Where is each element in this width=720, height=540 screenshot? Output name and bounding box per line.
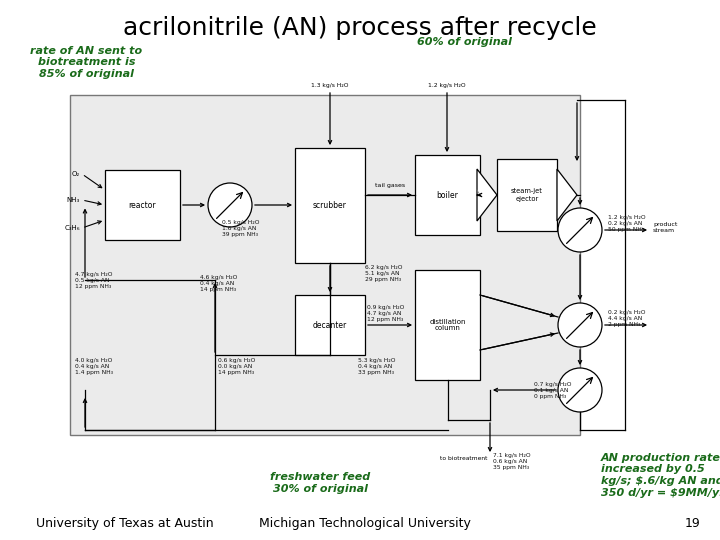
Text: 4.7 kg/s H₂O
0.5 kg/s AN
12 ppm NH₃: 4.7 kg/s H₂O 0.5 kg/s AN 12 ppm NH₃ (75, 272, 112, 289)
Text: 0.2 kg/s H₂O
4.4 kg/s AN
2 ppm NH₃: 0.2 kg/s H₂O 4.4 kg/s AN 2 ppm NH₃ (608, 310, 646, 327)
Text: product
stream: product stream (653, 222, 678, 233)
Text: 4.0 kg/s H₂O
0.4 kg/s AN
1.4 ppm NH₃: 4.0 kg/s H₂O 0.4 kg/s AN 1.4 ppm NH₃ (75, 358, 113, 375)
Text: 6.2 kg/s H₂O
5.1 kg/s AN
29 ppm NH₃: 6.2 kg/s H₂O 5.1 kg/s AN 29 ppm NH₃ (365, 265, 402, 282)
Polygon shape (477, 169, 497, 221)
Text: 0.7 kg/s H₂O
0.1 kg/s AN
0 ppm NH₃: 0.7 kg/s H₂O 0.1 kg/s AN 0 ppm NH₃ (534, 382, 572, 400)
Text: 1.2 kg/s H₂O: 1.2 kg/s H₂O (428, 83, 466, 88)
Text: decanter: decanter (313, 321, 347, 329)
Text: 1.3 kg/s H₂O: 1.3 kg/s H₂O (311, 83, 348, 88)
Circle shape (558, 303, 602, 347)
Text: 0.6 kg/s H₂O
0.0 kg/s AN
14 ppm NH₃: 0.6 kg/s H₂O 0.0 kg/s AN 14 ppm NH₃ (218, 358, 256, 375)
Text: steam-jet
ejector: steam-jet ejector (511, 188, 543, 201)
Text: 5.3 kg/s H₂O
0.4 kg/s AN
33 ppm NH₃: 5.3 kg/s H₂O 0.4 kg/s AN 33 ppm NH₃ (358, 358, 395, 375)
Text: University of Texas at Austin: University of Texas at Austin (36, 517, 214, 530)
Bar (70, 95, 580, 435)
Bar (105, 170, 180, 240)
Polygon shape (557, 169, 577, 221)
Bar (295, 295, 365, 355)
Bar (415, 155, 480, 235)
Text: reactor: reactor (129, 200, 156, 210)
Text: 1.2 kg/s H₂O
0.2 kg/s AN
50 ppm NH₃: 1.2 kg/s H₂O 0.2 kg/s AN 50 ppm NH₃ (608, 215, 646, 232)
Text: to biotreatment: to biotreatment (439, 456, 487, 461)
Text: C₃H₆: C₃H₆ (64, 225, 80, 231)
Text: 4.6 kg/s H₂O
0.4 kg/s AN
14 ppm NH₃: 4.6 kg/s H₂O 0.4 kg/s AN 14 ppm NH₃ (200, 275, 238, 292)
Text: tail gases: tail gases (375, 183, 405, 188)
Text: boiler: boiler (436, 191, 459, 199)
Text: 0.9 kg/s H₂O
4.7 kg/s AN
12 ppm NH₃: 0.9 kg/s H₂O 4.7 kg/s AN 12 ppm NH₃ (367, 305, 405, 322)
Text: AN production rate
increased by 0.5
kg/s; $.6/kg AN and
350 d/yr = $9MM/yr: AN production rate increased by 0.5 kg/s… (601, 453, 720, 497)
Text: 19: 19 (684, 517, 700, 530)
Text: 7.1 kg/s H₂O
0.6 kg/s AN
35 ppm NH₃: 7.1 kg/s H₂O 0.6 kg/s AN 35 ppm NH₃ (493, 453, 531, 470)
Text: O₂: O₂ (72, 171, 80, 177)
Bar (295, 148, 365, 263)
Bar (415, 270, 480, 380)
Circle shape (558, 208, 602, 252)
Circle shape (558, 368, 602, 412)
Text: acrilonitrile (AN) process after recycle: acrilonitrile (AN) process after recycle (123, 16, 597, 40)
Circle shape (208, 183, 252, 227)
Text: 60% of original: 60% of original (417, 37, 512, 47)
Text: Michigan Technological University: Michigan Technological University (259, 517, 471, 530)
Text: distillation
column: distillation column (429, 319, 466, 332)
Text: scrubber: scrubber (313, 201, 347, 210)
Text: 0.5 kg/s H₂O
1.6 kg/s AN
39 ppm NH₃: 0.5 kg/s H₂O 1.6 kg/s AN 39 ppm NH₃ (222, 220, 259, 238)
Text: rate of AN sent to
biotreatment is
85% of original: rate of AN sent to biotreatment is 85% o… (30, 45, 143, 79)
Text: NH₃: NH₃ (67, 197, 80, 203)
Bar (497, 159, 557, 231)
Text: freshwater feed
30% of original: freshwater feed 30% of original (270, 472, 371, 494)
